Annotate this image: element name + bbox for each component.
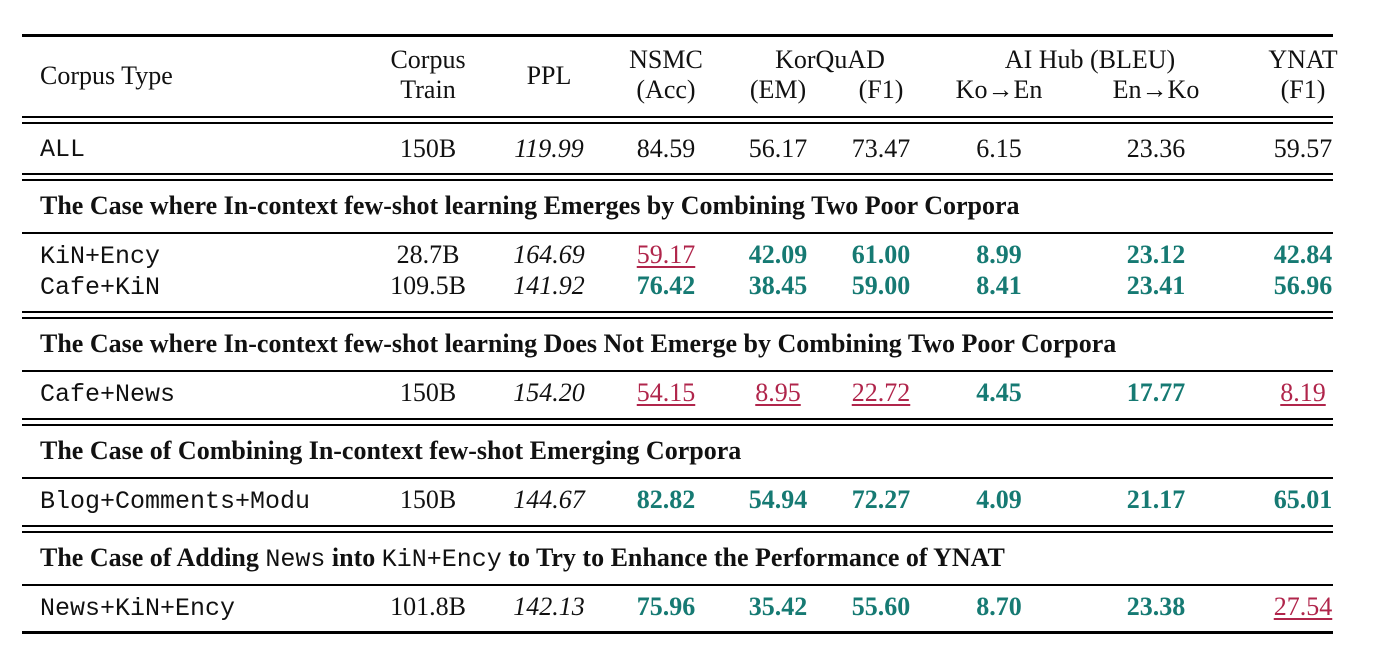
corpus-name: Cafe+KiN xyxy=(40,273,161,302)
aihub-enko-value: 17.77 xyxy=(1126,378,1186,407)
corpus-train: 109.5B xyxy=(390,271,466,300)
section-title: The Case of Adding News into KiN+Ency to… xyxy=(40,543,1005,575)
nsmc-value: 84.59 xyxy=(636,134,696,163)
korquad-em-value: 35.42 xyxy=(748,592,808,621)
korquad-em-value: 38.45 xyxy=(748,271,808,300)
corpus-name: Blog+Comments+Modu xyxy=(40,487,311,516)
section-rule xyxy=(22,477,1333,479)
aihub-enko-value: 23.36 xyxy=(1126,134,1186,163)
aihub-enko-value: 21.17 xyxy=(1126,485,1186,514)
ppl-value: 142.13 xyxy=(513,592,585,621)
header-corpus-train-2: Train xyxy=(400,75,456,104)
section-title-kin-ency: KiN+Ency xyxy=(381,545,502,574)
section-title-part: The Case of Adding xyxy=(40,543,266,572)
header-ppl: PPL xyxy=(526,61,572,90)
header-nsmc-1: NSMC xyxy=(629,45,703,74)
korquad-f1-value: 72.27 xyxy=(851,485,911,514)
aihub-koen-value: 8.99 xyxy=(976,240,1022,269)
aihub-enko-value: 23.41 xyxy=(1126,271,1186,300)
corpus-train: 150B xyxy=(399,485,457,514)
header-korquad: KorQuAD xyxy=(775,45,885,74)
header-aihub: AI Hub (BLEU) xyxy=(1004,45,1176,74)
korquad-em-value: 54.94 xyxy=(748,485,808,514)
corpus-name: ALL xyxy=(40,135,86,164)
korquad-em-value: 8.95 xyxy=(755,378,801,407)
header-aihub-koen: Ko→En xyxy=(955,75,1043,104)
header-rule-1 xyxy=(22,116,1333,118)
ynat-value: 42.84 xyxy=(1273,240,1333,269)
corpus-train: 101.8B xyxy=(390,592,466,621)
ppl-value: 154.20 xyxy=(513,378,585,407)
corpus-train: 150B xyxy=(399,378,457,407)
header-aihub-enko: En→Ko xyxy=(1112,75,1200,104)
header-rule-2 xyxy=(22,122,1333,124)
ynat-value: 56.96 xyxy=(1273,271,1333,300)
section-title: The Case where In-context few-shot learn… xyxy=(40,329,1117,358)
section-rule xyxy=(22,232,1333,234)
nsmc-value: 54.15 xyxy=(636,378,696,407)
corpus-train: 28.7B xyxy=(396,240,460,269)
aihub-koen-value: 8.70 xyxy=(976,592,1022,621)
aihub-enko-value: 23.38 xyxy=(1126,592,1186,621)
header-corpus-train-1: Corpus xyxy=(390,45,466,74)
aihub-koen-value: 8.41 xyxy=(976,271,1022,300)
aihub-koen-value: 6.15 xyxy=(976,134,1022,163)
section-rule xyxy=(22,424,1333,426)
ynat-value: 59.57 xyxy=(1273,134,1333,163)
header-ynat-1: YNAT xyxy=(1268,45,1338,74)
korquad-em-value: 42.09 xyxy=(748,240,808,269)
nsmc-value: 76.42 xyxy=(636,271,696,300)
section-rule xyxy=(22,173,1333,175)
aihub-koen-value: 4.45 xyxy=(976,378,1022,407)
korquad-f1-value: 73.47 xyxy=(851,134,911,163)
section-rule xyxy=(22,584,1333,586)
ppl-value: 119.99 xyxy=(514,134,584,163)
korquad-f1-value: 55.60 xyxy=(851,592,911,621)
section-title-news: News xyxy=(265,545,326,574)
header-corpus-type: Corpus Type xyxy=(40,61,173,90)
ppl-value: 164.69 xyxy=(513,240,585,269)
korquad-em-value: 56.17 xyxy=(748,134,808,163)
section-rule xyxy=(22,531,1333,533)
header-korquad-f1: (F1) xyxy=(858,75,904,104)
section-title: The Case where In-context few-shot learn… xyxy=(40,191,1020,220)
corpus-name: News+KiN+Ency xyxy=(40,594,236,623)
ynat-value: 27.54 xyxy=(1273,592,1333,621)
section-title-part: into xyxy=(325,543,382,572)
aihub-koen-value: 4.09 xyxy=(976,485,1022,514)
corpus-name: Cafe+News xyxy=(40,380,176,409)
header-nsmc-2: (Acc) xyxy=(636,75,696,104)
top-rule xyxy=(22,34,1333,37)
section-rule xyxy=(22,179,1333,181)
ppl-value: 144.67 xyxy=(513,485,585,514)
ppl-value: 141.92 xyxy=(513,271,585,300)
korquad-f1-value: 61.00 xyxy=(851,240,911,269)
korquad-f1-value: 22.72 xyxy=(851,378,911,407)
header-ynat-2: (F1) xyxy=(1280,75,1326,104)
nsmc-value: 75.96 xyxy=(636,592,696,621)
section-rule xyxy=(22,418,1333,420)
nsmc-value: 82.82 xyxy=(636,485,696,514)
header-korquad-em: (EM) xyxy=(749,75,807,104)
corpus-train: 150B xyxy=(399,134,457,163)
section-title: The Case of Combining In-context few-sho… xyxy=(40,436,742,465)
bottom-rule xyxy=(22,631,1333,634)
ynat-value: 65.01 xyxy=(1273,485,1333,514)
section-rule xyxy=(22,525,1333,527)
nsmc-value: 59.17 xyxy=(636,240,696,269)
ynat-value: 8.19 xyxy=(1280,378,1326,407)
section-rule xyxy=(22,317,1333,319)
korquad-f1-value: 59.00 xyxy=(851,271,911,300)
section-rule xyxy=(22,370,1333,372)
aihub-enko-value: 23.12 xyxy=(1126,240,1186,269)
section-title-part: to Try to Enhance the Performance of YNA… xyxy=(501,543,1005,572)
section-rule xyxy=(22,311,1333,313)
corpus-name: KiN+Ency xyxy=(40,242,161,271)
